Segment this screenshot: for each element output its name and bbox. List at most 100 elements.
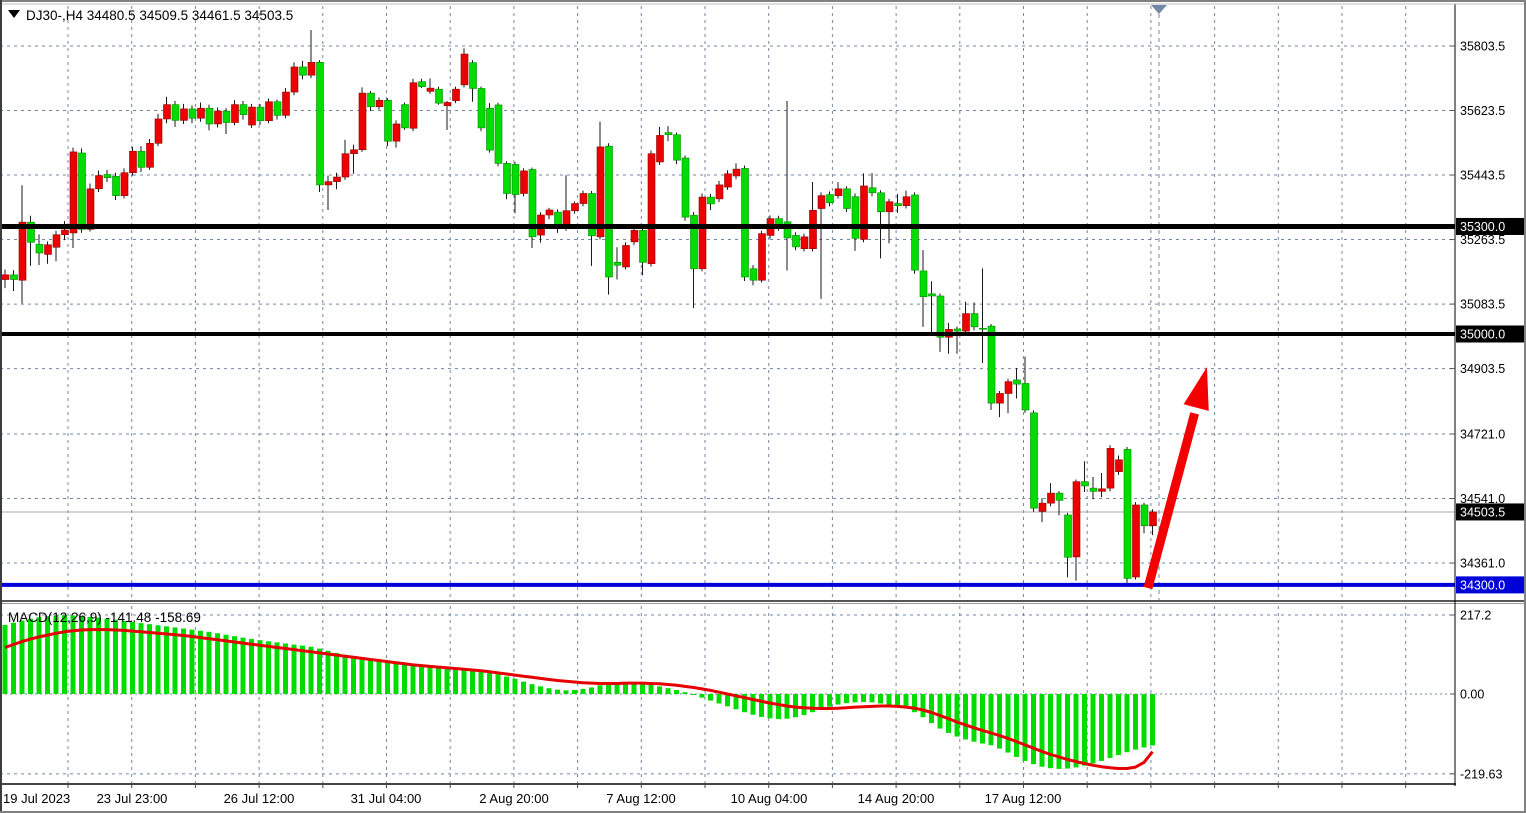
macd-histogram-bar — [555, 689, 560, 694]
candle-body-bull — [197, 107, 205, 119]
macd-histogram-bar — [410, 663, 416, 694]
macd-histogram-bar — [2, 624, 8, 694]
macd-histogram-bar — [198, 630, 203, 694]
candle-body-bull — [324, 181, 333, 186]
price-tick-label: 35083.5 — [1460, 298, 1505, 312]
candle-body-bull — [715, 184, 724, 200]
macd-histogram-bar — [903, 694, 909, 709]
macd-histogram-bar — [385, 661, 390, 694]
macd-histogram-bar — [359, 658, 365, 694]
candle-body-bull — [154, 118, 163, 144]
price-tick-label: 35803.5 — [1460, 40, 1505, 54]
candle-body-bull — [231, 104, 239, 123]
macd-histogram-bar — [487, 672, 492, 694]
macd-histogram-bar — [393, 662, 399, 694]
macd-histogram-bar — [674, 690, 679, 694]
macd-histogram-bar — [878, 694, 883, 704]
price-tick-label: 35443.5 — [1460, 169, 1505, 183]
candle-body-bear — [783, 221, 792, 239]
time-axis-label: 10 Aug 04:00 — [731, 791, 808, 806]
time-axis-label: 7 Aug 12:00 — [606, 791, 675, 806]
candle-body-bull — [758, 233, 766, 281]
window-bottom-border — [0, 811, 1526, 813]
macd-histogram-bar — [402, 663, 407, 694]
macd-histogram-bar — [665, 688, 671, 694]
macd-histogram-bar — [1107, 694, 1113, 758]
macd-histogram-bar — [529, 684, 535, 694]
time-axis-label: 26 Jul 12:00 — [224, 791, 295, 806]
candle-body-bull — [392, 123, 401, 142]
candle-body-bull — [163, 104, 171, 120]
macd-histogram-bar — [232, 636, 237, 694]
candle-body-bull — [443, 102, 452, 106]
candle-body-bear — [1064, 514, 1072, 558]
window-left-border — [0, 0, 2, 813]
macd-histogram-bar — [614, 682, 620, 694]
candle-body-bull — [86, 188, 95, 230]
macd-histogram-bar — [215, 633, 220, 694]
price-level-box-label: 34300.0 — [1460, 578, 1505, 592]
candle-body-bear — [1140, 504, 1149, 527]
candle-body-bear — [792, 235, 800, 248]
macd-histogram-bar — [444, 667, 450, 694]
macd-histogram-bar — [300, 645, 305, 694]
macd-histogram-bar — [997, 694, 1002, 749]
candle-body-bull — [698, 196, 707, 270]
macd-histogram-bar — [988, 694, 994, 746]
time-axis-label: 23 Jul 23:00 — [97, 791, 168, 806]
candle-body-bull — [146, 143, 154, 168]
macd-histogram-bar — [96, 617, 101, 694]
macd-histogram-bar — [1082, 694, 1087, 766]
candle-body-bear — [171, 104, 180, 121]
candle-body-bear — [401, 104, 409, 129]
candle-body-bear — [936, 295, 945, 338]
candle-body-bear — [894, 203, 902, 206]
macd-histogram-bar — [427, 665, 433, 694]
candle-body-bear — [418, 81, 426, 87]
macd-histogram-bar — [11, 622, 16, 694]
candle-body-bull — [817, 195, 826, 209]
candle-body-bull — [809, 210, 817, 249]
macd-histogram-bar — [640, 683, 645, 694]
candle-body-bear — [78, 152, 86, 230]
macd-histogram-bar — [249, 639, 254, 694]
candle-body-bear — [851, 196, 860, 239]
candle-body-bull — [375, 100, 384, 108]
candle-body-bull — [129, 150, 137, 174]
candle-body-bull — [800, 236, 809, 249]
macd-histogram-bar — [699, 694, 705, 698]
macd-tick-label: 0.00 — [1460, 688, 1484, 702]
candle-body-bull — [1038, 502, 1047, 512]
candle-body-bull — [350, 149, 358, 155]
symbol-dropdown-triangle-icon[interactable] — [8, 10, 20, 18]
candle-body-bear — [35, 244, 44, 254]
macd-histogram-bar — [861, 694, 866, 702]
candle-body-bear — [112, 175, 120, 196]
candle-body-bull — [333, 176, 341, 182]
macd-histogram-bar — [223, 634, 229, 694]
macd-histogram-bar — [351, 656, 356, 694]
candle-body-bear — [639, 230, 647, 263]
macd-histogram-bar — [164, 626, 169, 694]
candle-body-bull — [1149, 511, 1157, 527]
candle-body-bear — [273, 101, 282, 116]
candle-body-bull — [962, 313, 970, 332]
candle-body-bull — [647, 153, 656, 265]
candle-body-bear — [979, 327, 987, 330]
macd-histogram-bar — [325, 650, 331, 694]
macd-histogram-bar — [504, 676, 509, 694]
macd-histogram-bar — [1039, 694, 1045, 767]
candle-body-bear — [919, 270, 928, 298]
candle-body-bull — [61, 229, 69, 236]
candle-body-bear — [367, 92, 375, 108]
candle-body-bull — [409, 82, 418, 129]
macd-histogram-bar — [1124, 694, 1130, 753]
macd-tick-label: 217.2 — [1460, 609, 1491, 623]
candle-body-bull — [341, 153, 350, 178]
price-level-box — [1456, 217, 1524, 235]
candle-body-bull — [214, 110, 222, 125]
macd-histogram-bar — [28, 618, 33, 694]
